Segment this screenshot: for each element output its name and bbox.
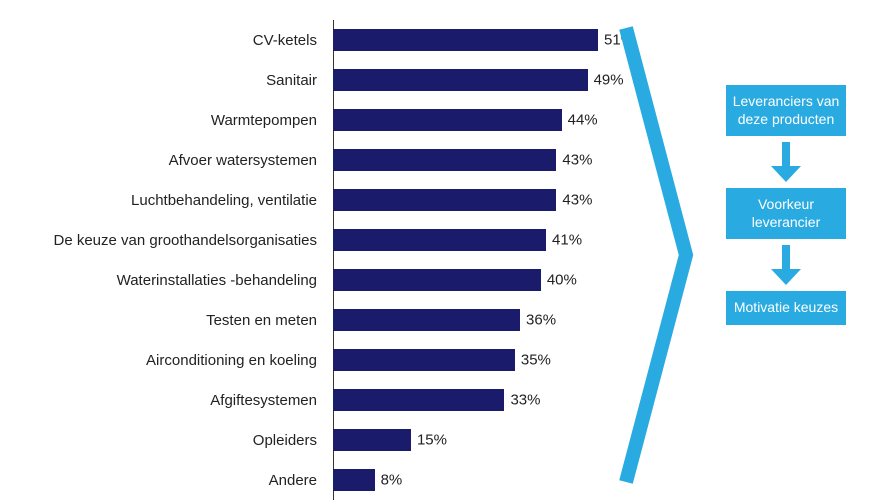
flow-box-1: Leveranciers van deze producten — [726, 85, 846, 136]
bar-track: 51% — [333, 29, 598, 51]
bar-row: Afvoer watersystemen 43% — [0, 140, 650, 180]
bar-value: 35% — [521, 352, 551, 369]
bar-fill — [333, 189, 556, 211]
bar-label: Testen en meten — [0, 312, 325, 329]
bar-chart: CV-ketels 51% Sanitair 49% Warmtepompen 44% Af… — [0, 0, 650, 504]
bar-label: Afgiftesystemen — [0, 392, 325, 409]
flow-box-3: Motivatie keuzes — [726, 291, 846, 325]
bar-track: 35% — [333, 349, 598, 371]
bar-track: 8% — [333, 469, 598, 491]
bar-fill — [333, 109, 562, 131]
bar-value: 44% — [568, 112, 598, 129]
bar-track: 49% — [333, 69, 598, 91]
bar-row: Airconditioning en koeling 35% — [0, 340, 650, 380]
bar-fill — [333, 229, 546, 251]
bar-label: Waterinstallaties -behandeling — [0, 272, 325, 289]
bar-track: 36% — [333, 309, 598, 331]
bar-label: CV-ketels — [0, 32, 325, 49]
bar-label: Warmtepompen — [0, 112, 325, 129]
bar-track: 43% — [333, 189, 598, 211]
bar-track: 15% — [333, 429, 598, 451]
bar-label: Andere — [0, 472, 325, 489]
bar-fill — [333, 149, 556, 171]
bar-row: Warmtepompen 44% — [0, 100, 650, 140]
bar-value: 43% — [562, 192, 592, 209]
bar-label: Opleiders — [0, 432, 325, 449]
bar-value: 41% — [552, 232, 582, 249]
bar-label: Luchtbehandeling, ventilatie — [0, 192, 325, 209]
chevron-right-icon — [618, 20, 698, 490]
bar-fill — [333, 349, 515, 371]
bar-row: Luchtbehandeling, ventilatie 43% — [0, 180, 650, 220]
bar-track: 43% — [333, 149, 598, 171]
bar-row: De keuze van groothandelsorganisaties 41% — [0, 220, 650, 260]
bar-label: Sanitair — [0, 72, 325, 89]
bar-track: 41% — [333, 229, 598, 251]
bar-fill — [333, 309, 520, 331]
bar-fill — [333, 29, 598, 51]
bar-row: Sanitair 49% — [0, 60, 650, 100]
bar-fill — [333, 69, 588, 91]
bar-track: 40% — [333, 269, 598, 291]
arrow-down-icon — [771, 142, 801, 182]
bar-row: Waterinstallaties -behandeling 40% — [0, 260, 650, 300]
bar-row: Testen en meten 36% — [0, 300, 650, 340]
bar-value: 33% — [510, 392, 540, 409]
bar-fill — [333, 429, 411, 451]
bar-value: 40% — [547, 272, 577, 289]
flow-panel: Leveranciers van deze producten Voorkeur… — [650, 0, 886, 504]
bar-fill — [333, 389, 504, 411]
bar-fill — [333, 269, 541, 291]
bar-value: 43% — [562, 152, 592, 169]
bar-value: 15% — [417, 432, 447, 449]
y-axis-line — [333, 20, 334, 500]
bar-track: 44% — [333, 109, 598, 131]
bar-fill — [333, 469, 375, 491]
bar-row: Afgiftesystemen 33% — [0, 380, 650, 420]
flow-diagram: Leveranciers van deze producten Voorkeur… — [706, 85, 866, 325]
flow-box-2: Voorkeur leverancier — [726, 188, 846, 239]
bar-row: CV-ketels 51% — [0, 20, 650, 60]
bar-value: 8% — [381, 472, 403, 489]
bar-label: Afvoer watersystemen — [0, 152, 325, 169]
chart-container: CV-ketels 51% Sanitair 49% Warmtepompen 44% Af… — [0, 0, 886, 504]
bar-value: 36% — [526, 312, 556, 329]
bar-label: De keuze van groothandelsorganisaties — [0, 232, 325, 249]
bar-track: 33% — [333, 389, 598, 411]
bar-row: Opleiders 15% — [0, 420, 650, 460]
arrow-down-icon — [771, 245, 801, 285]
bar-row: Andere 8% — [0, 460, 650, 500]
bar-label: Airconditioning en koeling — [0, 352, 325, 369]
